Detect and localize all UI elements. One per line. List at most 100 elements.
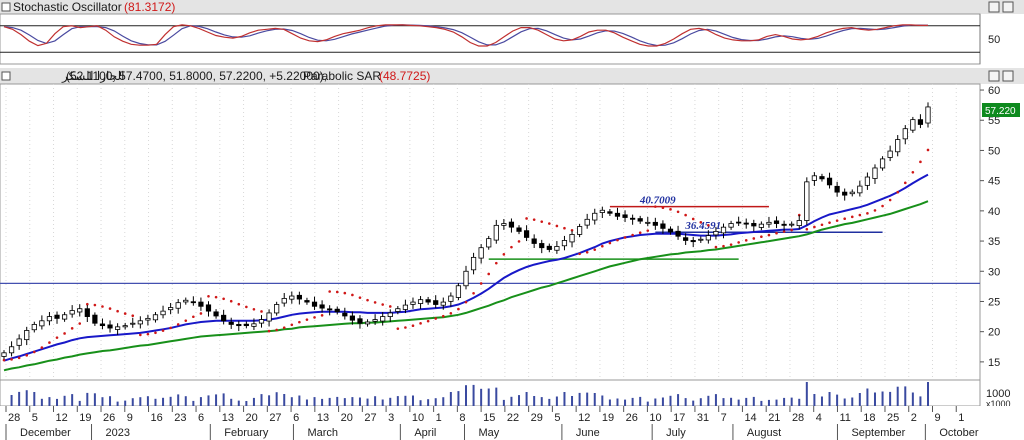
sar-dot: [691, 217, 695, 221]
sar-dot: [229, 299, 233, 303]
volume-bar: [745, 397, 748, 406]
volume-bar: [714, 394, 717, 406]
sar-dot: [828, 221, 831, 224]
candle-body: [773, 220, 780, 224]
sar-dot: [911, 170, 915, 174]
y-tick-label: 55: [988, 115, 1000, 127]
volume-bar: [616, 398, 619, 406]
candle-body: [107, 324, 113, 329]
sar-dot: [699, 221, 703, 224]
volume-bar: [146, 396, 149, 406]
close-icon[interactable]: [1002, 1, 1014, 13]
sar-dot: [426, 319, 430, 323]
x-tick-label: 18: [863, 412, 875, 424]
sar-dot: [790, 228, 793, 232]
volume-bar: [571, 396, 574, 406]
candle-body: [334, 308, 340, 313]
volume-bar: [495, 387, 498, 406]
price-symbol: الجازا للسكر: [61, 69, 124, 83]
sar-dot: [714, 245, 718, 249]
x-tick-label: 8: [459, 412, 465, 424]
x-tick-label: 16: [151, 412, 163, 424]
volume-bar: [919, 396, 922, 406]
x-tick-label: 27: [364, 412, 376, 424]
volume-bar: [851, 397, 854, 406]
volume-bar: [442, 397, 445, 406]
volume-bar: [283, 394, 286, 406]
x-tick-label: 28: [792, 412, 804, 424]
candle-body: [296, 294, 302, 300]
x-tick-label: 31: [697, 412, 709, 424]
sar-dot: [775, 231, 778, 235]
x-tick-label: 13: [222, 412, 234, 424]
x-tick-label: 7: [721, 412, 727, 424]
volume-bar: [396, 396, 399, 406]
sar-dot: [434, 317, 438, 320]
y-tick-label: 30: [988, 266, 1000, 278]
volume-bar: [404, 395, 407, 406]
volume-bar: [449, 392, 452, 406]
candle-body: [804, 181, 810, 221]
sar-dot: [464, 300, 468, 304]
month-label: July: [666, 427, 686, 439]
sar-dot: [351, 293, 354, 297]
volume-bar: [472, 384, 475, 406]
sar-dot: [881, 204, 884, 208]
month-label: March: [307, 427, 338, 439]
volume-bar: [71, 394, 74, 406]
sar-dot: [744, 239, 748, 242]
candle-body: [622, 214, 628, 218]
volume-bar: [783, 397, 786, 406]
candle-body: [402, 304, 409, 310]
candle-body: [637, 218, 643, 222]
sar-dot: [237, 302, 241, 306]
volume-bar: [586, 392, 589, 406]
sar-dot: [850, 215, 854, 219]
sar-dot: [669, 208, 672, 211]
candle-body: [364, 321, 371, 325]
sar-dot: [707, 223, 710, 227]
sar-dot: [585, 250, 589, 254]
candle-body: [592, 212, 598, 221]
sar-dot: [593, 248, 597, 251]
restore-icon[interactable]: [988, 1, 1000, 13]
candle-body: [864, 176, 871, 186]
volume-bar: [540, 397, 543, 406]
candle-body: [508, 221, 515, 228]
candle-body: [342, 312, 348, 317]
candle-body: [281, 298, 287, 304]
sar-dot: [320, 314, 324, 317]
price-header: [0, 68, 1024, 84]
volume-bar: [305, 399, 308, 406]
price-close-icon[interactable]: [1002, 70, 1014, 82]
volume-bar: [313, 397, 316, 406]
candle-body: [614, 212, 621, 217]
x-tick-label: 9: [934, 412, 940, 424]
volume-bar: [798, 398, 801, 406]
candle-body: [84, 308, 90, 317]
candle-body: [61, 314, 68, 320]
candle-body: [251, 323, 257, 327]
x-tick-label: 23: [174, 412, 186, 424]
volume-bar: [881, 391, 884, 406]
volume-bar: [790, 397, 793, 406]
candle-body: [39, 320, 45, 327]
volume-bar: [858, 393, 861, 406]
sar-dot: [608, 241, 612, 245]
candle-body: [448, 295, 454, 302]
sar-dot: [813, 225, 816, 229]
candle-body: [175, 302, 181, 309]
volume-bar: [381, 399, 384, 406]
candle-body: [349, 315, 355, 321]
volume-bar: [374, 396, 377, 406]
sar-dot: [729, 243, 733, 246]
price-restore-icon[interactable]: [988, 70, 1000, 82]
volume-bar: [336, 396, 339, 406]
candle-body: [327, 308, 333, 311]
sar-dot: [835, 219, 839, 222]
volume-bar: [533, 396, 536, 406]
candle-body: [705, 235, 711, 241]
osc-plot: [0, 13, 981, 65]
volume-bar: [457, 391, 460, 406]
